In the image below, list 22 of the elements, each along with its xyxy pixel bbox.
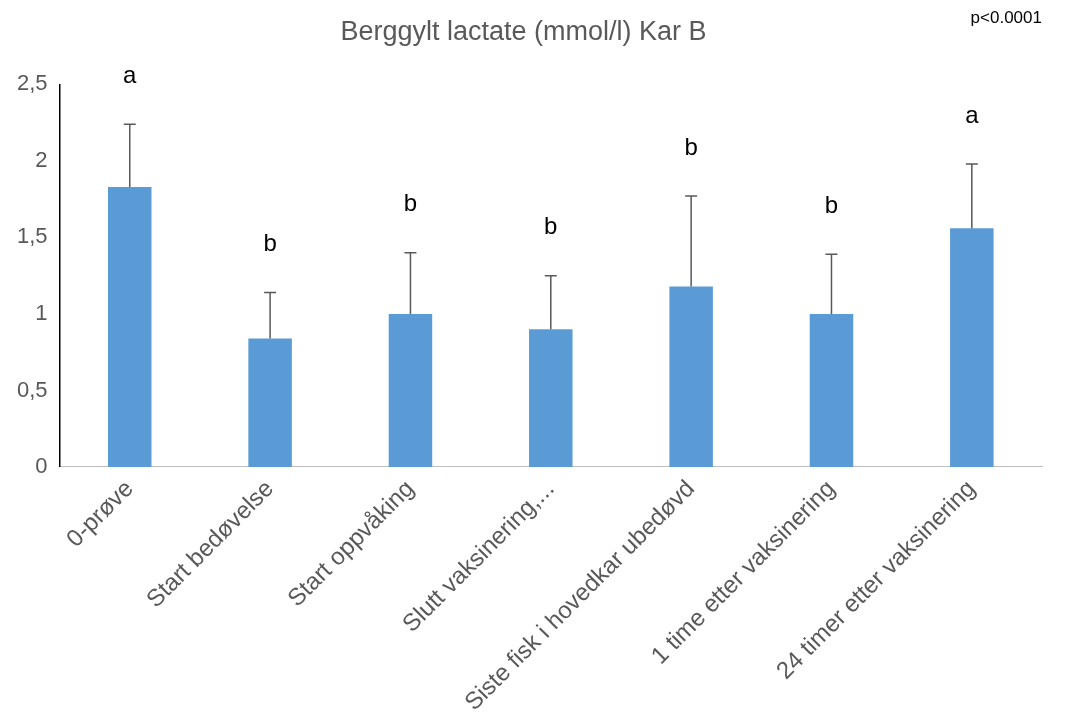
text: p<0.0001	[970, 8, 1042, 28]
y-tick-label: 2,5	[16, 70, 48, 96]
annotation: a	[965, 100, 980, 128]
annotation: b	[684, 132, 698, 160]
bar	[108, 186, 152, 467]
y-tick-label: 0	[35, 453, 48, 479]
annotation: b	[824, 190, 839, 218]
y-tick-label: 0,5	[16, 376, 48, 402]
annotation: b	[544, 212, 558, 240]
bar	[248, 338, 292, 467]
annotation: a	[123, 60, 138, 88]
bar	[388, 313, 433, 467]
y-tick-label: 1,5	[16, 223, 48, 249]
annotation: b	[263, 229, 277, 257]
annotation: b	[403, 189, 418, 217]
bar	[669, 286, 713, 467]
y-tick-label: 2	[35, 146, 48, 172]
y-tick-label: 1	[35, 300, 48, 325]
bar	[809, 313, 854, 467]
bar	[529, 329, 573, 467]
chart-title: Berggylt lactate (mmol/l) Kar B	[340, 15, 707, 46]
bar	[950, 228, 994, 467]
